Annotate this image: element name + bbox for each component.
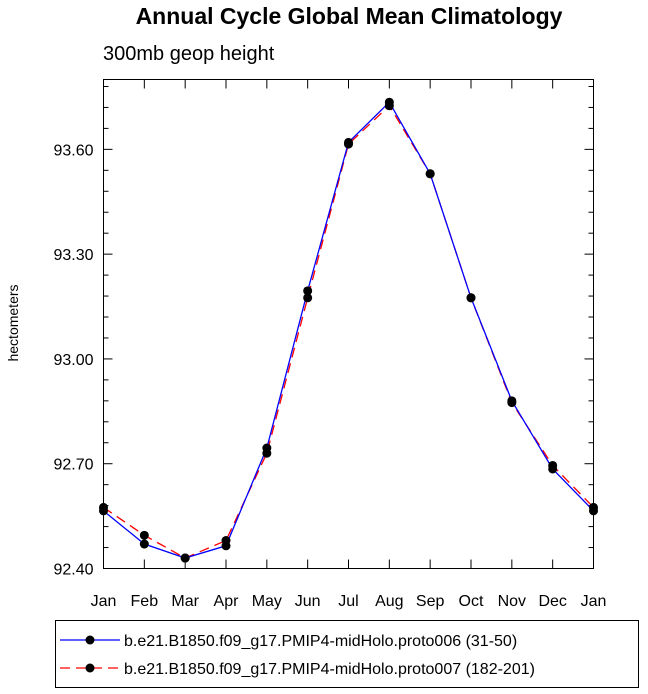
plot-frame [103, 79, 594, 569]
data-point-series-1 [303, 286, 313, 296]
data-point-series-2 [139, 530, 149, 540]
data-point-series-2 [384, 101, 394, 111]
x-tick-label: Nov [498, 593, 526, 610]
data-point-series-2 [548, 460, 558, 470]
data-point-series-2 [221, 536, 231, 546]
y-tick-label: 93.00 [53, 352, 93, 369]
data-point-series-2 [425, 169, 435, 179]
x-tick-label: Dec [538, 593, 566, 610]
x-tick-label: Aug [375, 593, 403, 610]
x-tick-label: Mar [171, 593, 199, 610]
legend-box [55, 620, 639, 688]
y-tick-label: 93.30 [53, 247, 93, 264]
data-point-series-2 [344, 139, 353, 149]
y-axis-label: hectometers [5, 284, 21, 361]
x-tick-label: Apr [214, 593, 240, 610]
x-tick-labels: Jan Feb Mar Apr May Jun Jul Aug Sep Oct Nov Dec Jan [91, 593, 607, 610]
data-point-series-1 [139, 539, 149, 549]
y-tick-labels: 92.40 92.70 93.00 93.30 93.60 [53, 142, 93, 578]
y-tick-label: 93.60 [53, 142, 93, 159]
axis-ticks [103, 79, 594, 569]
data-point-series-2 [466, 293, 476, 303]
y-tick-label: 92.70 [53, 457, 93, 474]
data-point-series-2 [99, 502, 108, 512]
legend-label-1: b.e21.B1850.f09_g17.PMIP4-midHolo.proto0… [124, 633, 517, 650]
x-tick-label: Jul [338, 593, 358, 610]
data-point-series-2 [262, 448, 272, 458]
x-tick-label: Oct [459, 593, 484, 610]
series-layer [99, 97, 598, 563]
data-point-series-2 [180, 553, 190, 563]
legend-swatch-marker-2 [85, 663, 95, 673]
x-tick-label: May [252, 593, 282, 610]
x-tick-label: Jan [91, 593, 117, 610]
data-point-series-2 [507, 398, 517, 408]
y-tick-label: 92.40 [53, 562, 93, 579]
x-tick-label: Jan [581, 593, 607, 610]
legend-label-2: b.e21.B1850.f09_g17.PMIP4-midHolo.proto0… [124, 661, 535, 678]
legend-item-1: b.e21.B1850.f09_g17.PMIP4-midHolo.proto0… [60, 633, 517, 650]
x-tick-label: Jun [295, 593, 321, 610]
legend-swatch-marker-1 [85, 635, 95, 645]
series-line-1 [103, 101, 594, 559]
legend-item-2: b.e21.B1850.f09_g17.PMIP4-midHolo.proto0… [60, 661, 535, 678]
x-tick-label: Feb [131, 593, 159, 610]
x-tick-label: Sep [416, 593, 445, 610]
chart-subtitle: 300mb geop height [103, 43, 275, 65]
data-point-series-2 [589, 502, 598, 512]
data-point-series-2 [303, 293, 313, 303]
chart-title: Annual Cycle Global Mean Climatology [136, 3, 563, 29]
series-line-2 [103, 104, 594, 559]
